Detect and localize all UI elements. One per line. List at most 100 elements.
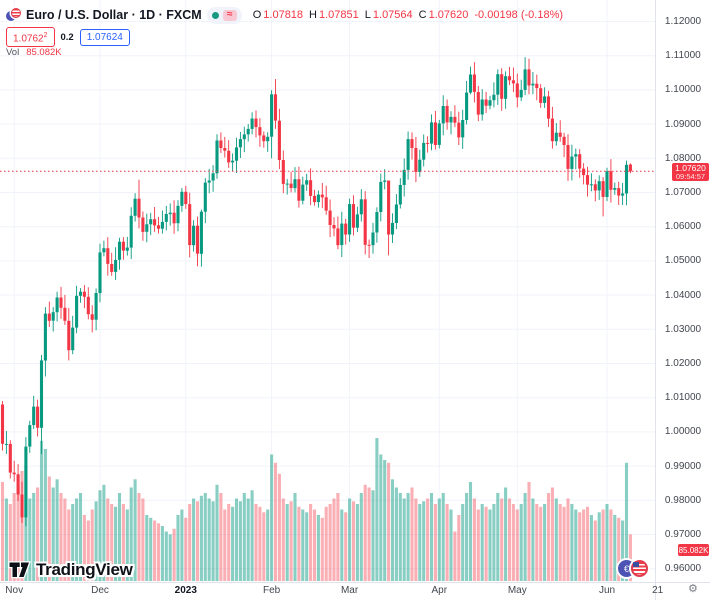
volume-bar <box>379 454 383 581</box>
volume-bar <box>332 498 336 581</box>
candle-body <box>285 183 289 185</box>
candle-body <box>504 76 508 99</box>
volume-bar <box>102 484 106 582</box>
candle-body <box>172 212 176 224</box>
candle-body <box>390 222 395 235</box>
volume-bar <box>51 487 55 581</box>
candle-body <box>137 198 141 218</box>
volume-bar <box>20 471 24 581</box>
candle-body <box>168 212 172 215</box>
candle-body <box>94 293 98 320</box>
candle-body <box>28 425 32 447</box>
volume-bar <box>156 523 161 582</box>
candle-body <box>582 168 586 176</box>
change-value: -0.00198 (-0.18%) <box>474 9 564 21</box>
volume-bar <box>207 498 211 581</box>
delayed-data-icon[interactable]: ≈ <box>222 9 237 21</box>
candle-body <box>429 122 434 144</box>
candle-body <box>106 248 110 264</box>
tradingview-watermark[interactable]: TradingView <box>8 560 133 580</box>
us-flag-icon <box>11 8 21 18</box>
volume-bar <box>515 509 519 581</box>
volume-bar <box>617 517 621 582</box>
symbol-header: Euro / U.S. Dollar · 1D · FXCM ≈ O 1.0781… <box>6 6 563 24</box>
volume-bar <box>340 509 344 581</box>
candle-body <box>129 215 133 248</box>
candle-body <box>394 204 398 223</box>
volume-bar <box>457 515 461 581</box>
candle-body <box>585 175 590 185</box>
volume-bar <box>273 462 278 582</box>
candle-body <box>387 180 391 235</box>
candle-body <box>301 184 305 201</box>
time-axis-label: Dec <box>91 585 109 596</box>
time-axis-label: Jun <box>598 585 616 596</box>
candle-body <box>121 241 125 251</box>
volume-bar <box>106 498 110 581</box>
volume-bar <box>297 506 301 582</box>
candle-body <box>227 150 231 163</box>
volume-bar <box>628 534 632 582</box>
axis-settings-gear-icon[interactable]: ⚙ <box>688 583 698 595</box>
candle-body <box>359 199 363 215</box>
volume-bar <box>301 509 305 581</box>
candle-body <box>102 248 106 253</box>
buy-ask-button[interactable]: 1.07624 <box>79 28 130 46</box>
volume-bar <box>394 487 398 581</box>
volume-bar <box>0 482 5 581</box>
candle-body <box>184 191 188 205</box>
volume-label[interactable]: Vol <box>6 47 20 58</box>
candle-body <box>164 214 168 222</box>
volume-bar <box>402 498 406 581</box>
candle-body <box>192 225 196 246</box>
candle-body <box>324 197 328 211</box>
candle-body <box>32 406 36 426</box>
candle-body <box>4 443 8 445</box>
candle-body <box>578 154 582 169</box>
candle-body <box>441 106 445 124</box>
candle-body <box>531 83 535 86</box>
candle-body <box>465 92 469 120</box>
candle-body <box>574 154 578 157</box>
time-axis-label: May <box>507 585 527 596</box>
volume-bar <box>422 501 426 582</box>
sell-bid-button[interactable]: 1.07622 <box>6 27 55 48</box>
candle-body <box>461 120 465 138</box>
candle-body <box>449 116 453 123</box>
volume-bar <box>8 504 12 581</box>
candle-body <box>398 185 402 205</box>
volume-bar <box>145 515 149 581</box>
candle-body <box>305 180 309 185</box>
candle-body <box>628 164 632 172</box>
candle-body <box>110 264 114 272</box>
volume-bar <box>406 493 410 581</box>
price-axis-label: 1.11000 <box>665 50 701 62</box>
feed-pair-logo[interactable]: € <box>618 558 652 579</box>
candle-body <box>348 204 352 235</box>
volume-bar <box>593 520 597 581</box>
high-value: 1.07851 <box>319 9 359 21</box>
candle-body <box>86 296 90 315</box>
open-value: 1.07818 <box>263 9 304 21</box>
candle-body <box>566 145 570 169</box>
candle-body <box>277 120 281 160</box>
candle-body <box>414 148 418 172</box>
volume-bar <box>110 504 114 581</box>
volume-bar <box>36 487 40 581</box>
volume-bar <box>480 504 484 581</box>
price-axis-label: 1.04000 <box>664 289 702 301</box>
volume-bar <box>199 495 203 582</box>
symbol-title[interactable]: Euro / U.S. Dollar · 1D · FXCM <box>26 8 202 22</box>
market-status-pill[interactable]: ≈ <box>206 6 242 24</box>
volume-bar <box>367 487 371 581</box>
volume-bar <box>410 487 414 581</box>
candle-body <box>133 198 137 216</box>
volume-bar <box>246 498 250 581</box>
candle-body <box>67 320 71 351</box>
price-axis-label: 1.01000 <box>664 392 702 404</box>
candle-body <box>141 217 145 232</box>
volume-bar <box>511 504 515 581</box>
candle-body <box>472 74 476 92</box>
volume-bar <box>129 487 133 581</box>
